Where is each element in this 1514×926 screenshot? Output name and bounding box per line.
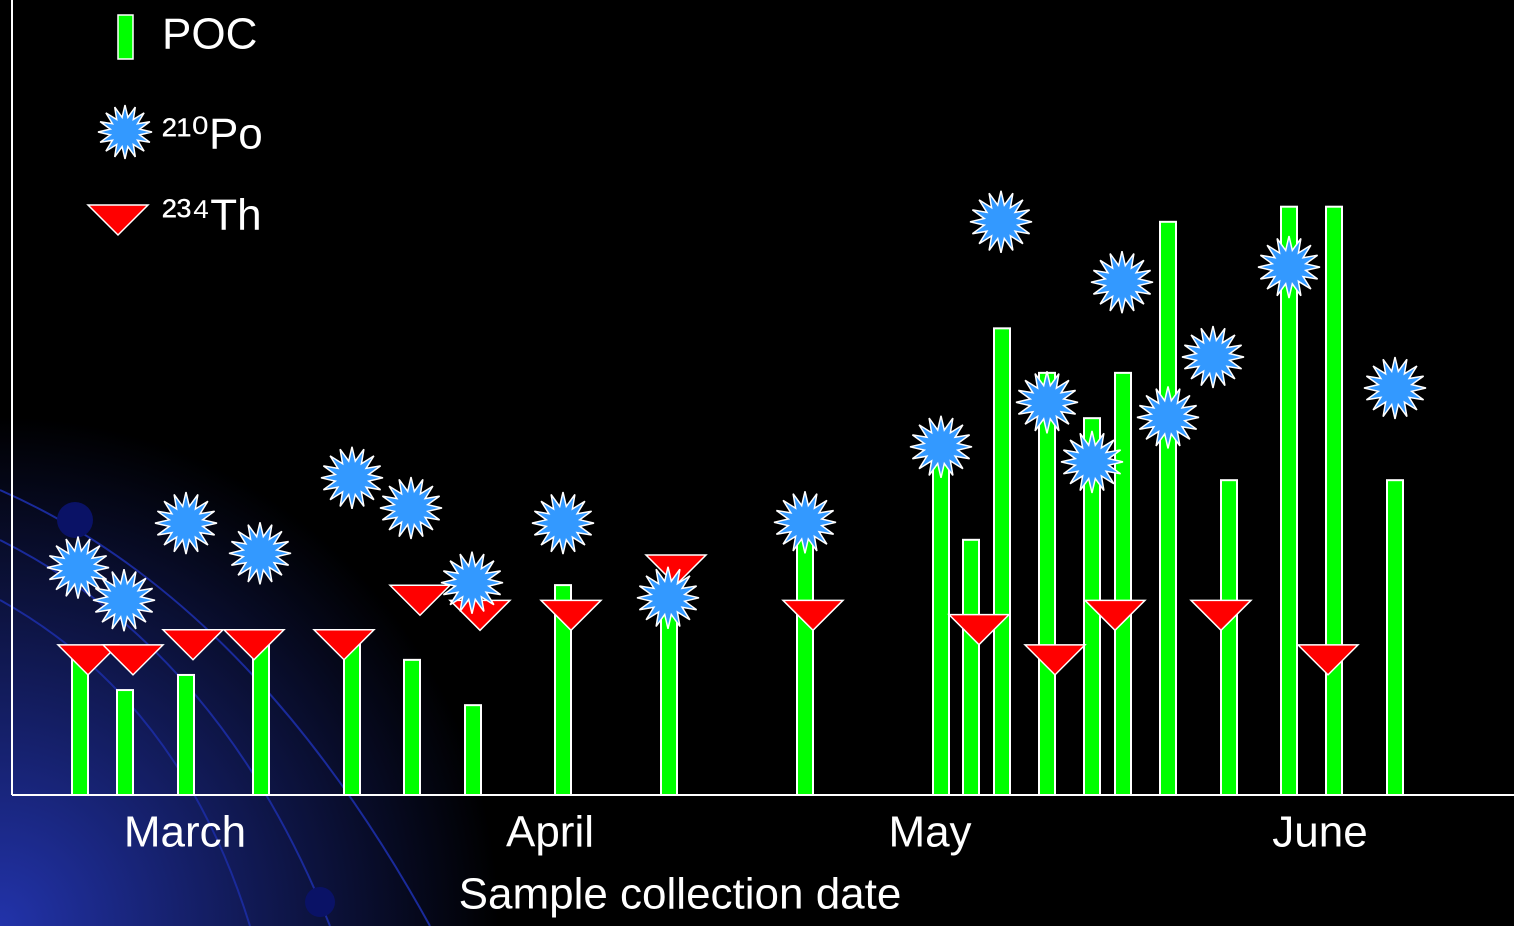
star-marker [229, 522, 291, 584]
star-marker [774, 491, 836, 553]
star-marker [637, 567, 699, 629]
bar [404, 660, 420, 795]
x-axis-label: Sample collection date [459, 870, 902, 919]
star-marker [1137, 386, 1199, 448]
x-tick-label: May [888, 808, 971, 857]
star-marker [1182, 326, 1244, 388]
bar [253, 645, 269, 795]
star-marker [910, 416, 972, 478]
star-marker [380, 477, 442, 539]
star-marker [155, 492, 217, 554]
star-marker [1091, 251, 1153, 313]
bar [797, 520, 813, 795]
legend-label: POC [162, 10, 257, 59]
bar [933, 455, 949, 795]
star-marker [532, 492, 594, 554]
legend-label: ²¹⁰Po [162, 110, 263, 159]
chart: Sample collection date March April May June… [0, 0, 1514, 926]
decoration-dot [305, 887, 335, 917]
legend-swatch [98, 105, 152, 159]
legend-swatch [118, 15, 133, 59]
bar [1387, 480, 1403, 795]
decoration-dot [57, 502, 93, 538]
star-marker [1061, 431, 1123, 493]
bar [465, 705, 481, 795]
star-marker [321, 447, 383, 509]
bar [344, 640, 360, 795]
star-marker [1258, 236, 1320, 298]
bar [1160, 222, 1176, 795]
bar [1326, 207, 1342, 795]
star-marker [1016, 371, 1078, 433]
bar [963, 540, 979, 795]
star-marker [441, 552, 503, 614]
star-marker [93, 569, 155, 631]
bar [117, 690, 133, 795]
legend-label: ²³⁴Th [162, 191, 262, 240]
star-marker [970, 191, 1032, 253]
bar [1221, 480, 1237, 795]
bar [178, 675, 194, 795]
x-tick-label: March [124, 808, 246, 857]
bar [1039, 373, 1055, 795]
star-marker [1364, 357, 1426, 419]
x-tick-label: April [506, 808, 594, 857]
bar [994, 328, 1010, 795]
bar [72, 660, 88, 795]
x-tick-label: June [1272, 808, 1367, 857]
bar [1115, 373, 1131, 795]
